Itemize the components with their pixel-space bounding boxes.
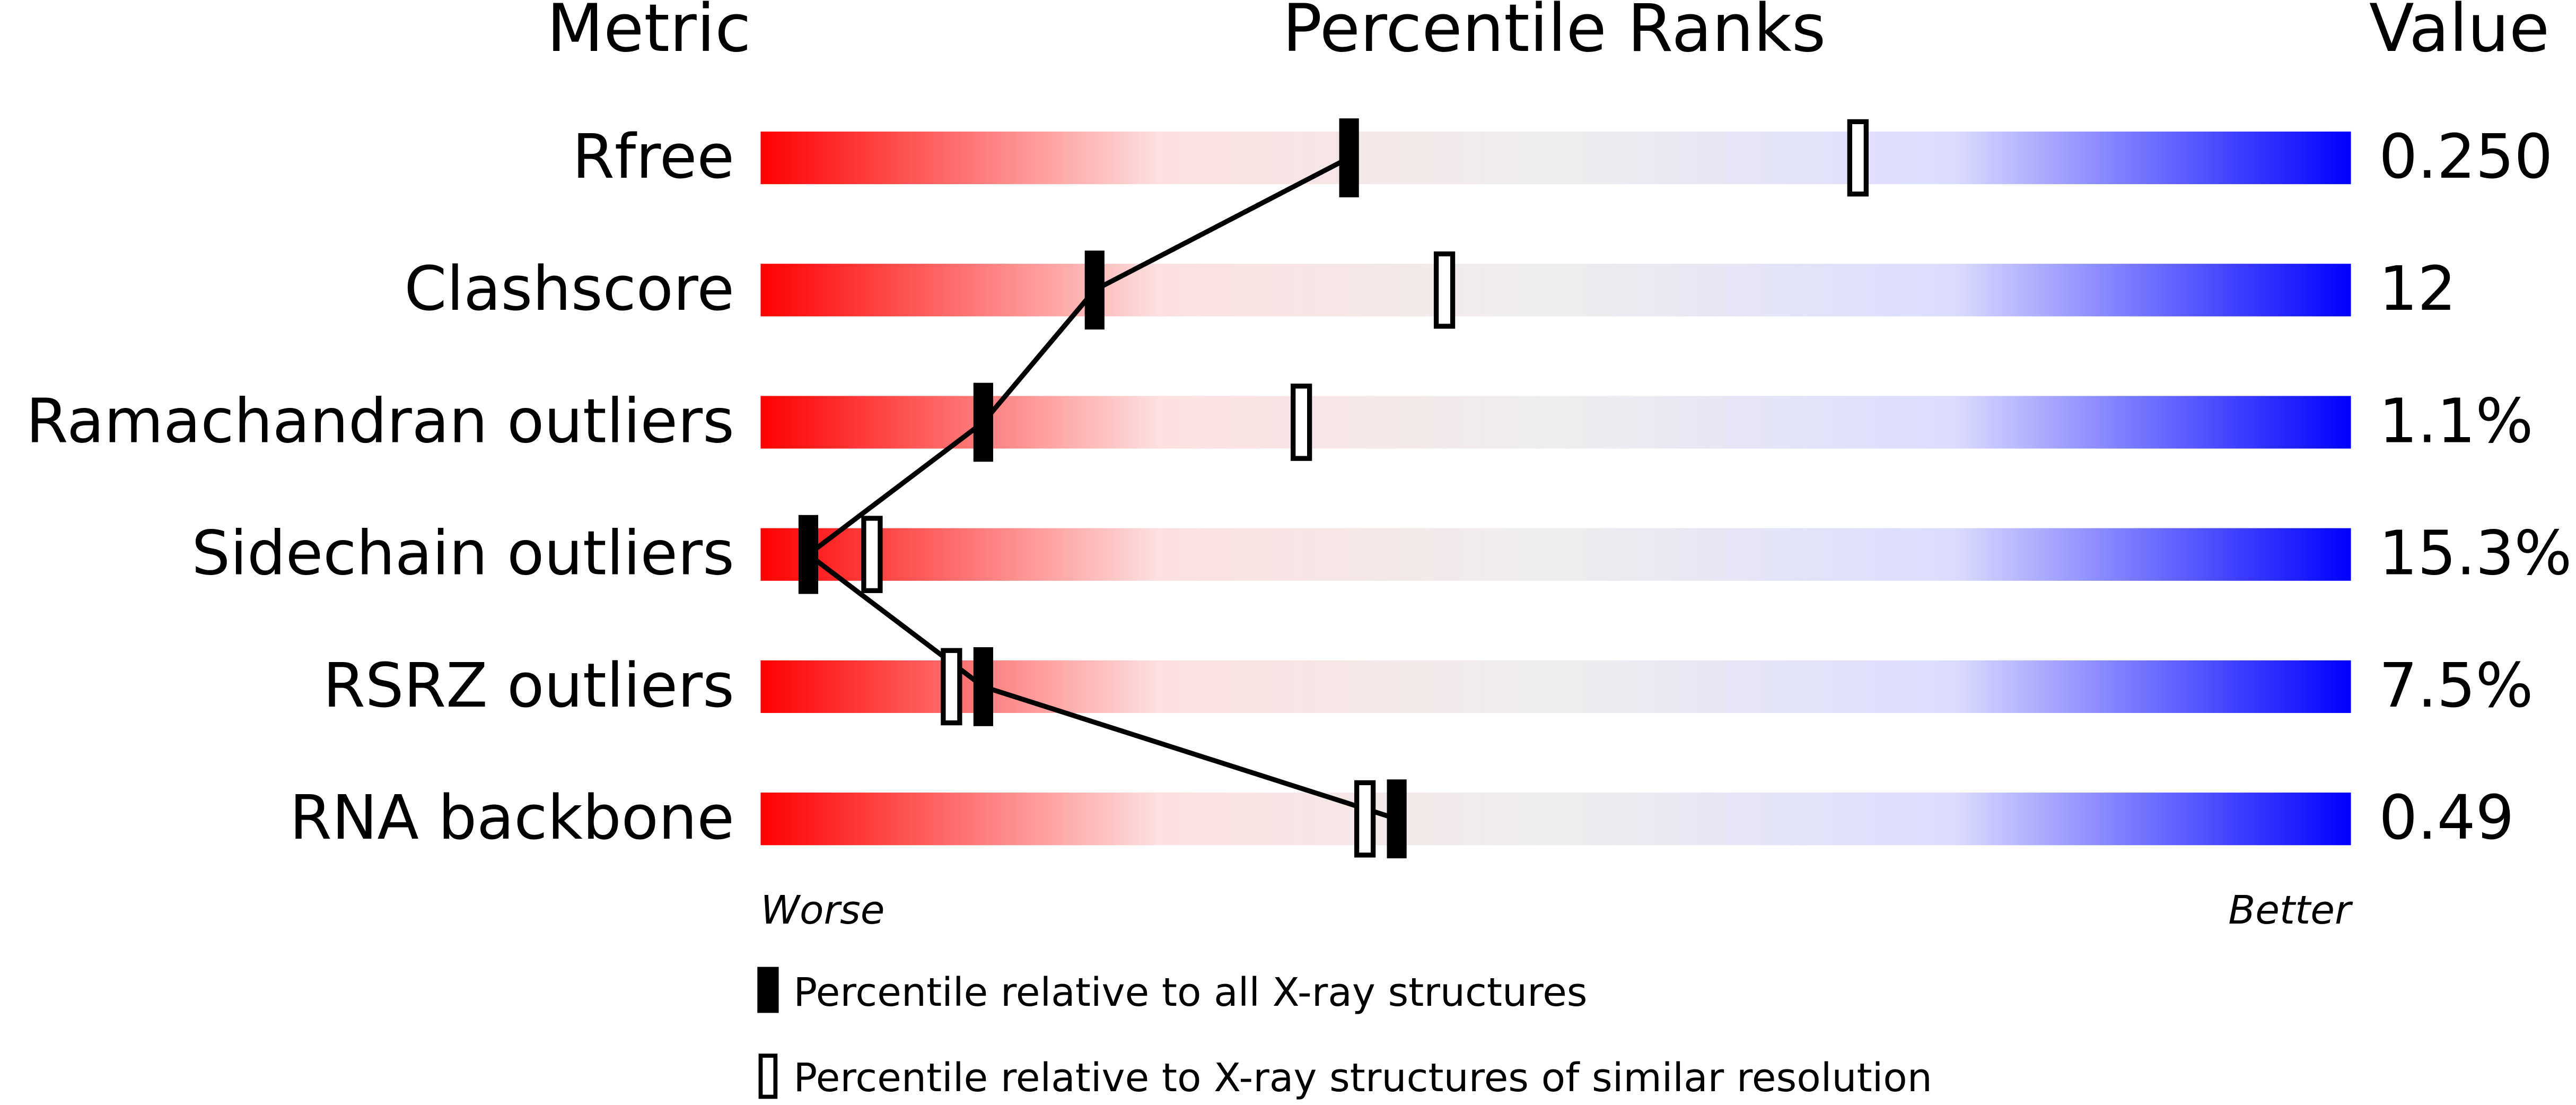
percentile-marker [1339,118,1359,197]
percentile-marker-open [861,516,883,594]
percentile-marker [973,647,993,726]
legend-swatch [757,967,779,1013]
slider-bar [760,131,2351,185]
value-header: Value [2369,0,2549,67]
chart-title: Percentile Ranks [1282,0,1826,67]
metric-label: Clashscore [404,254,734,325]
metric-label: RSRZ outliers [323,651,734,721]
slider-bar [760,396,2351,449]
percentile-marker-open [1433,251,1456,329]
percentile-marker [1084,250,1105,330]
value-label: 0.250 [2379,122,2553,193]
percentile-marker-open [1291,384,1312,461]
better-label: Better [2228,887,2353,933]
metric-label: Sidechain outliers [191,519,734,589]
slider-bar [760,528,2351,581]
worse-label: Worse [760,887,884,933]
percentile-marker [798,515,819,594]
percentile-marker-open [1847,119,1869,197]
slider-bar [760,660,2351,714]
metric-label: RNA backbone [290,783,734,854]
percentile-marker [973,382,993,462]
legend-swatch [758,1054,778,1099]
value-label: 1.1% [2379,386,2533,457]
percentile-marker-open [941,648,962,726]
value-label: 15.3% [2379,519,2572,589]
percentile-marker-open [1354,780,1376,858]
metric-label: Ramachandran outliers [26,386,734,457]
slider-bar [760,793,2351,846]
legend-label: Percentile relative to X-ray structures … [793,1055,1932,1101]
percentile-marker [1387,779,1407,859]
metric-header: Metric [547,0,751,67]
legend-label: Percentile relative to all X-ray structu… [793,969,1587,1015]
slider-bar [760,264,2351,317]
metric-label: Rfree [572,122,734,193]
value-label: 12 [2379,254,2456,325]
value-label: 0.49 [2379,783,2514,854]
connector-line [804,155,1398,822]
value-label: 7.5% [2379,651,2533,721]
